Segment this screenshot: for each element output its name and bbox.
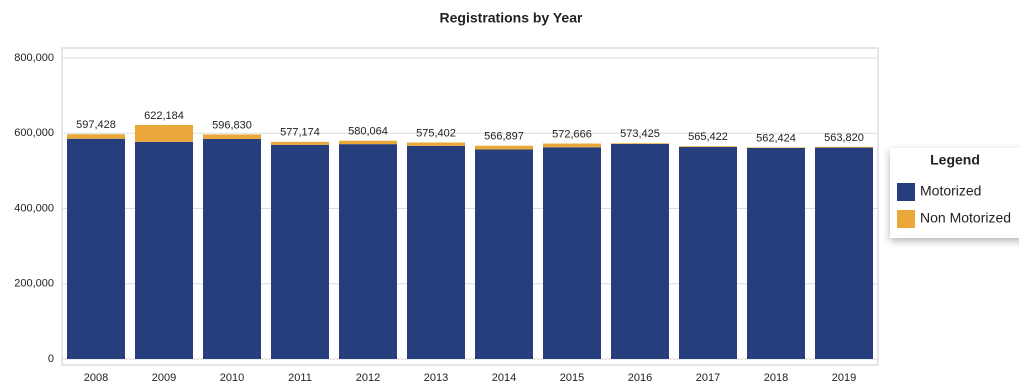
bar-segment [475, 149, 533, 359]
x-tick-label: 2010 [220, 372, 244, 384]
x-tick-label: 2018 [764, 372, 788, 384]
bar-segment [271, 141, 329, 145]
x-tick-label: 2019 [832, 372, 856, 384]
bar-segment [815, 147, 873, 359]
legend-label: Non Motorized [920, 210, 1011, 226]
total-label: 622,184 [144, 110, 184, 122]
total-label: 573,425 [620, 128, 660, 140]
x-tick-label: 2008 [84, 372, 108, 384]
total-label: 562,424 [756, 132, 796, 144]
legend: Legend Motorized Non Motorized [890, 148, 1019, 238]
total-label: 563,820 [824, 132, 864, 144]
plot-frame [61, 47, 879, 366]
bar-segment [611, 143, 669, 145]
bar-segment [339, 140, 397, 145]
y-tick-label: 600,000 [14, 127, 54, 139]
bar-segment [203, 134, 261, 139]
bar-segment [679, 146, 737, 148]
y-tick-label: 200,000 [14, 278, 54, 290]
bar-segment [679, 147, 737, 359]
total-label: 577,174 [280, 127, 320, 139]
x-tick-label: 2011 [288, 372, 312, 384]
total-label: 597,428 [76, 119, 116, 131]
total-label: 565,422 [688, 131, 728, 143]
legend-swatch [897, 210, 915, 228]
total-label: 566,897 [484, 131, 524, 143]
bar-segment [135, 124, 193, 142]
bar-segment [407, 142, 465, 146]
x-tick-label: 2013 [424, 372, 448, 384]
legend-swatch [897, 183, 915, 201]
total-label: 596,830 [212, 119, 252, 131]
legend-title: Legend [930, 152, 980, 168]
x-tick-label: 2012 [356, 372, 380, 384]
bar-segment [475, 145, 533, 150]
bar-segment [543, 143, 601, 148]
x-tick-label: 2015 [560, 372, 584, 384]
bar-segment [67, 134, 125, 139]
bar-segment [135, 141, 193, 359]
total-label: 580,064 [348, 126, 388, 138]
x-tick-label: 2016 [628, 372, 652, 384]
legend-label: Motorized [920, 183, 981, 199]
bar-segment [339, 144, 397, 359]
total-label: 572,666 [552, 128, 592, 140]
x-tick-label: 2017 [696, 372, 720, 384]
x-tick-label: 2014 [492, 372, 516, 384]
y-tick-label: 0 [48, 353, 54, 365]
bar-segment [815, 146, 873, 148]
y-tick-label: 400,000 [14, 202, 54, 214]
chart-title: Registrations by Year [440, 10, 583, 26]
bar-segment [203, 138, 261, 359]
bar-segment [543, 147, 601, 359]
total-label: 575,402 [416, 127, 456, 139]
bar-segment [271, 144, 329, 359]
bar-segment [747, 147, 805, 359]
bar-segment [611, 144, 669, 359]
bar-segment [407, 145, 465, 359]
y-tick-label: 800,000 [14, 52, 54, 64]
bar-segment [747, 147, 805, 148]
bar-segment [67, 138, 125, 359]
x-tick-label: 2009 [152, 372, 176, 384]
